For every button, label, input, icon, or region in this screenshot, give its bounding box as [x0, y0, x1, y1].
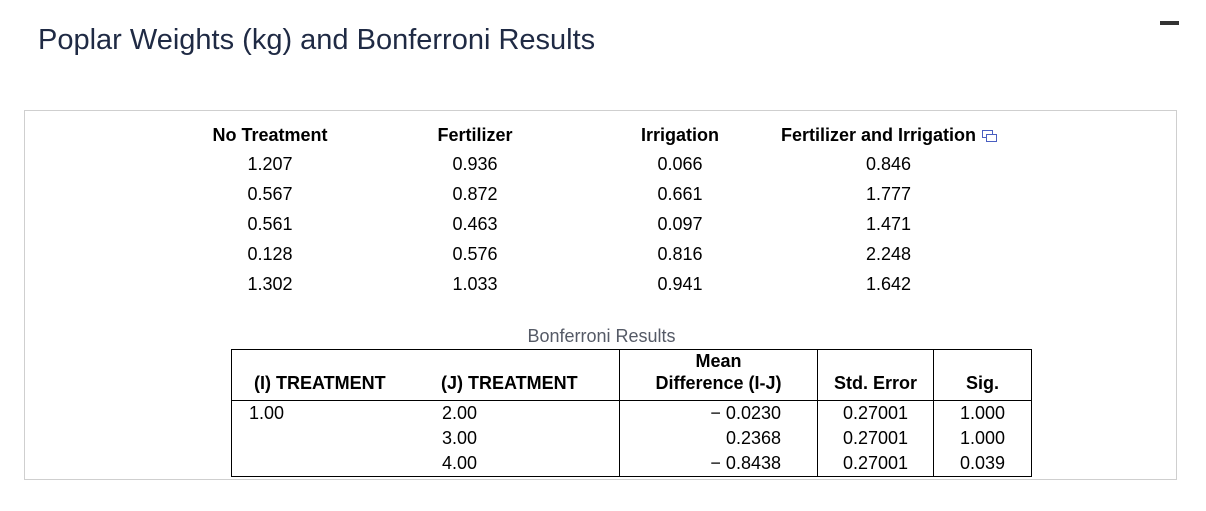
table-row: 0.561 0.463 0.097 1.471 [195, 209, 1022, 239]
table-cell: 1.033 [452, 273, 498, 294]
column-header: Sig. [933, 349, 1032, 401]
table-cell: 1.000 [933, 400, 1032, 426]
column-header: Irrigation [640, 124, 719, 145]
column-header: Std. Error [817, 349, 934, 401]
table-cell: 2.00 [442, 403, 478, 423]
column-header-with-popout: Fertilizer and Irrigation [755, 121, 1022, 149]
table-row: 1.302 1.033 0.941 1.642 [195, 269, 1022, 299]
bonferroni-caption: Bonferroni Results [527, 326, 676, 346]
column-header: Fertilizer [437, 124, 513, 145]
table-cell: 0.039 [933, 451, 1032, 477]
table-cell: 1.000 [933, 426, 1032, 451]
table-row: 3.00 0.2368 0.27001 1.000 [232, 426, 1032, 451]
table-cell: 2.248 [865, 243, 912, 264]
table-cell: 1.777 [865, 183, 912, 204]
table-cell: 0.941 [657, 273, 703, 294]
table-cell: 3.00 [442, 428, 478, 448]
table-cell: 1.207 [247, 153, 293, 174]
column-header-line: Difference (I-J) [655, 373, 782, 393]
table-row: 0.567 0.872 0.661 1.777 [195, 179, 1022, 209]
table-cell: 0.097 [657, 213, 703, 234]
table-cell: 0.816 [657, 243, 703, 264]
column-header-line: Mean [695, 351, 742, 371]
table-cell: 0.872 [452, 183, 498, 204]
table-cell: 1.302 [247, 273, 293, 294]
table-cell: 1.471 [865, 213, 912, 234]
column-header: Fertilizer and Irrigation [780, 124, 977, 145]
table-cell: 0.128 [247, 243, 293, 264]
table-cell: 1.642 [865, 273, 912, 294]
table-row: 1.00 2.00 − 0.0230 0.27001 1.000 [232, 400, 1032, 426]
table-cell: 0.936 [452, 153, 498, 174]
table-cell [232, 451, 442, 477]
table-cell: 0.576 [452, 243, 498, 264]
page-title: Poplar Weights (kg) and Bonferroni Resul… [38, 24, 596, 56]
table-cell: 0.561 [247, 213, 293, 234]
table-cell: − 0.0230 [619, 400, 818, 426]
table-cell: 0.846 [865, 153, 912, 174]
table-row: 4.00 − 0.8438 0.27001 0.039 [232, 451, 1032, 477]
table-row: 1.207 0.936 0.066 0.846 [195, 149, 1022, 179]
table-cell: 0.27001 [817, 451, 934, 477]
bonferroni-table: (I) TREATMENT (J) TREATMENT Mean Differen… [231, 349, 1032, 477]
table-cell: 0.661 [657, 183, 703, 204]
table-cell [232, 426, 442, 451]
table-cell: 1.00 [249, 403, 285, 423]
table-cell: 0.463 [452, 213, 498, 234]
column-header: (J) TREATMENT [441, 349, 620, 401]
column-header: Mean Difference (I-J) [619, 349, 818, 401]
table-cell: 0.066 [657, 153, 703, 174]
column-header: (I) TREATMENT [231, 349, 441, 401]
table-row: 0.128 0.576 0.816 2.248 [195, 239, 1022, 269]
table-cell: 0.27001 [817, 426, 934, 451]
minimize-icon[interactable] [1160, 21, 1179, 25]
popout-window-icon[interactable] [982, 130, 998, 143]
poplar-weights-table: No Treatment Fertilizer Irrigation Ferti… [195, 121, 1022, 299]
data-panel: No Treatment Fertilizer Irrigation Ferti… [24, 110, 1177, 480]
table-cell: 4.00 [442, 453, 478, 473]
table-cell: 0.2368 [619, 426, 818, 451]
table-cell: − 0.8438 [619, 451, 818, 477]
table-cell: 0.27001 [817, 400, 934, 426]
table-cell: 0.567 [247, 183, 293, 204]
column-header: No Treatment [212, 124, 328, 145]
